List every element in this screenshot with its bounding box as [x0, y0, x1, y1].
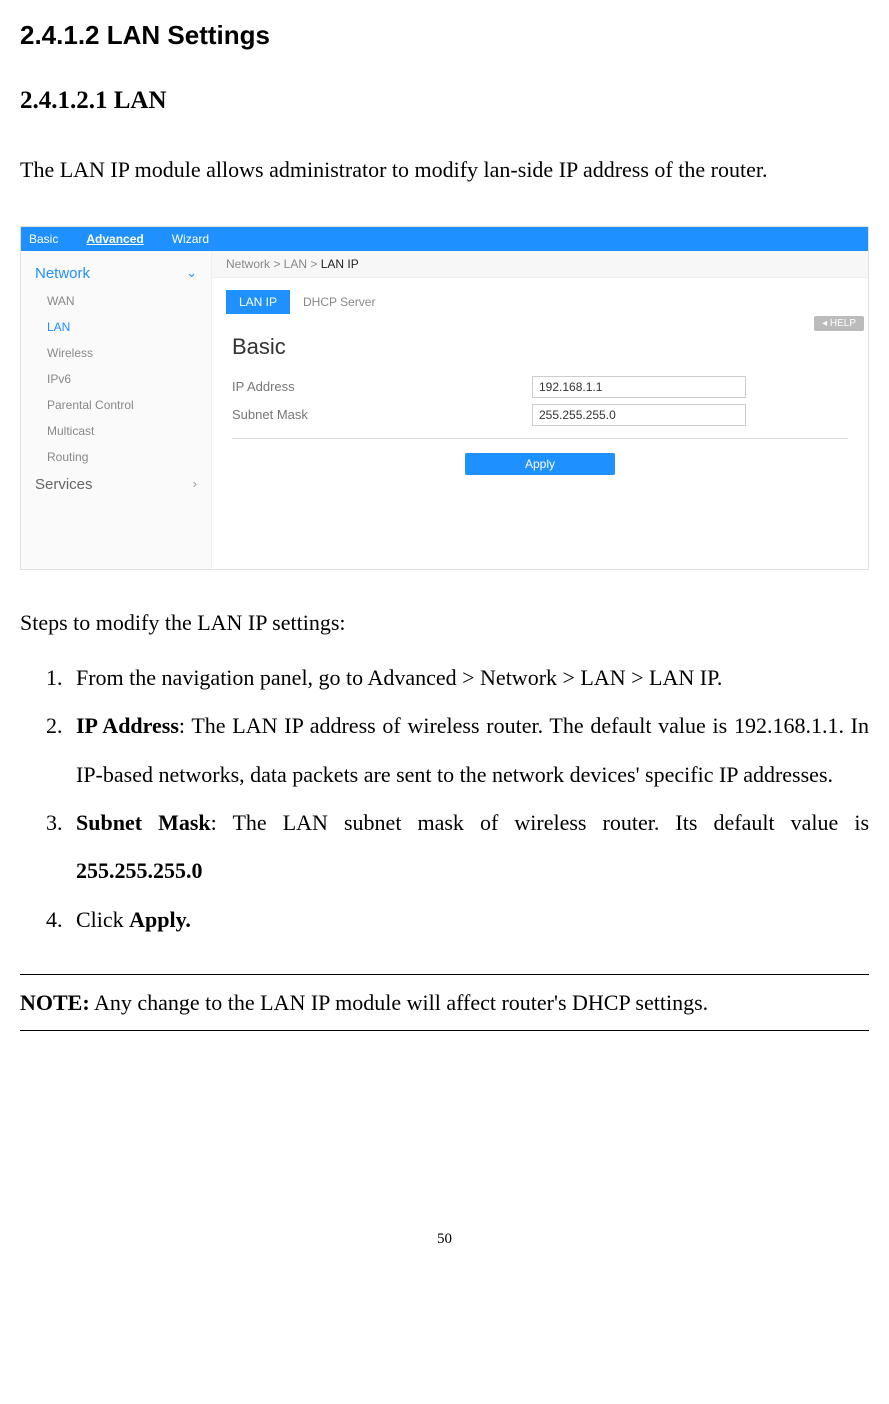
nav-advanced[interactable]: Advanced	[86, 232, 143, 246]
note-box: NOTE: Any change to the LAN IP module wi…	[20, 974, 869, 1031]
sidebar-item-parental[interactable]: Parental Control	[21, 392, 211, 418]
heading-lan: 2.4.1.2.1 LAN	[20, 87, 869, 115]
intro-text: The LAN IP module allows administrator t…	[20, 155, 869, 186]
sidebar-network[interactable]: Network ⌄	[21, 259, 211, 288]
steps-intro: Steps to modify the LAN IP settings:	[20, 610, 869, 636]
breadcrumb-current: LAN IP	[321, 257, 359, 271]
steps-list: From the navigation panel, go to Advance…	[20, 654, 869, 944]
breadcrumb-path: Network > LAN >	[226, 257, 321, 271]
sidebar-item-wireless[interactable]: Wireless	[21, 340, 211, 366]
tab-lan-ip[interactable]: LAN IP	[226, 290, 290, 314]
ip-address-input[interactable]	[532, 376, 746, 398]
form-area: Basic IP Address Subnet Mask Apply	[212, 314, 868, 495]
router-ui-screenshot: Basic Advanced Wizard Network ⌄ WAN LAN …	[20, 226, 869, 570]
subnet-mask-label: Subnet Mask	[232, 407, 532, 422]
sidebar: Network ⌄ WAN LAN Wireless IPv6 Parental…	[21, 251, 212, 569]
step-3: Subnet Mask: The LAN subnet mask of wire…	[68, 799, 869, 896]
ip-address-label: IP Address	[232, 379, 532, 394]
section-title-basic: Basic	[232, 334, 848, 360]
page-number: 50	[20, 1231, 869, 1248]
tab-dhcp-server[interactable]: DHCP Server	[290, 290, 388, 314]
sidebar-services[interactable]: Services ›	[21, 470, 211, 499]
sidebar-item-multicast[interactable]: Multicast	[21, 418, 211, 444]
divider	[232, 438, 848, 439]
form-row-mask: Subnet Mask	[232, 404, 848, 426]
breadcrumb: Network > LAN > LAN IP	[212, 251, 868, 278]
note-label: NOTE:	[20, 990, 90, 1015]
content-area: Network > LAN > LAN IP LAN IP DHCP Serve…	[212, 251, 868, 569]
note-text: Any change to the LAN IP module will aff…	[90, 990, 708, 1015]
form-row-ip: IP Address	[232, 376, 848, 398]
help-button[interactable]: ◂ HELP	[814, 316, 864, 331]
step-1: From the navigation panel, go to Advance…	[68, 654, 869, 702]
heading-lan-settings: 2.4.1.2 LAN Settings	[20, 20, 869, 51]
nav-basic[interactable]: Basic	[29, 232, 58, 246]
subnet-mask-input[interactable]	[532, 404, 746, 426]
top-nav: Basic Advanced Wizard	[21, 227, 868, 251]
step-2: IP Address: The LAN IP address of wirele…	[68, 702, 869, 799]
sidebar-item-lan[interactable]: LAN	[21, 314, 211, 340]
tabs: LAN IP DHCP Server ◂ HELP	[212, 278, 868, 314]
chevron-down-icon: ⌄	[186, 265, 197, 282]
apply-button[interactable]: Apply	[465, 453, 615, 475]
sidebar-item-routing[interactable]: Routing	[21, 444, 211, 470]
nav-wizard[interactable]: Wizard	[172, 232, 209, 246]
sidebar-item-wan[interactable]: WAN	[21, 288, 211, 314]
sidebar-item-ipv6[interactable]: IPv6	[21, 366, 211, 392]
sidebar-network-label: Network	[35, 265, 90, 282]
chevron-right-icon: ›	[193, 476, 197, 493]
step-4: Click Apply.	[68, 896, 869, 944]
sidebar-services-label: Services	[35, 476, 93, 493]
